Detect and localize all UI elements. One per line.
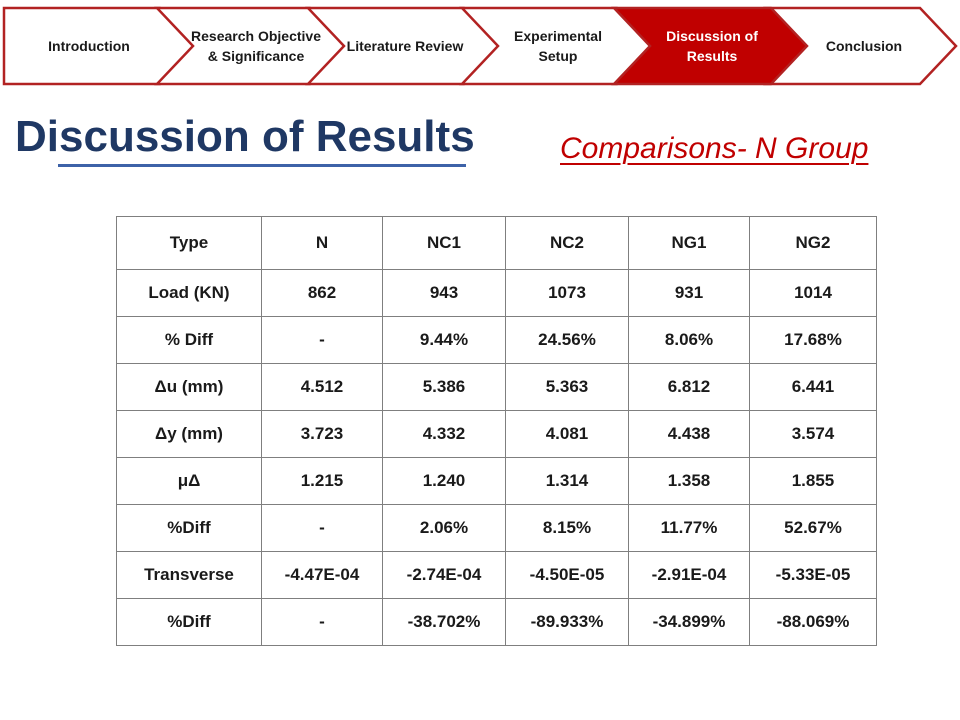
table-header-cell: NG2 — [749, 216, 877, 270]
nav-step-shape-discussion[interactable] — [611, 6, 809, 86]
table-cell: 4.438 — [628, 410, 750, 458]
table-cell: -34.899% — [628, 598, 750, 646]
table-cell: 943 — [382, 269, 506, 317]
table-cell: -38.702% — [382, 598, 506, 646]
table-row: %Diff - 2.06% 8.15% 11.77% 52.67% — [116, 504, 877, 552]
row-label: %Diff — [116, 598, 262, 646]
table-cell: 6.812 — [628, 363, 750, 411]
progress-nav: Introduction Research Objective & Signif… — [0, 0, 960, 90]
table-cell: 3.574 — [749, 410, 877, 458]
table-cell: 862 — [261, 269, 383, 317]
table-cell: 24.56% — [505, 316, 629, 364]
table-header-cell: N — [261, 216, 383, 270]
table-cell: 1.855 — [749, 457, 877, 505]
table-cell: - — [261, 598, 383, 646]
row-label: Load (KN) — [116, 269, 262, 317]
table-cell: -89.933% — [505, 598, 629, 646]
table-header-cell: NC1 — [382, 216, 506, 270]
table-cell: 1073 — [505, 269, 629, 317]
table-cell: 6.441 — [749, 363, 877, 411]
table-row: Load (KN) 862 943 1073 931 1014 — [116, 269, 877, 317]
table-cell: 1.314 — [505, 457, 629, 505]
table-header-cell: NG1 — [628, 216, 750, 270]
nav-step-literature-review[interactable]: Literature Review — [346, 38, 464, 54]
table-cell: 1.215 — [261, 457, 383, 505]
nav-step-experimental-setup[interactable]: Experimental Setup — [514, 28, 602, 64]
table-cell: 4.512 — [261, 363, 383, 411]
row-label: % Diff — [116, 316, 262, 364]
table-cell: 3.723 — [261, 410, 383, 458]
table-cell: 9.44% — [382, 316, 506, 364]
table-cell: 5.386 — [382, 363, 506, 411]
row-label: %Diff — [116, 504, 262, 552]
page-title: Discussion of Results — [15, 112, 475, 161]
page-subtitle: Comparisons- N Group — [560, 132, 869, 165]
nav-step-introduction[interactable]: Introduction — [48, 38, 130, 54]
title-underline — [58, 164, 466, 167]
table-cell: 2.06% — [382, 504, 506, 552]
table-cell: - — [261, 504, 383, 552]
results-table: Type N NC1 NC2 NG1 NG2 Load (KN) 862 943… — [116, 216, 877, 646]
table-cell: 4.332 — [382, 410, 506, 458]
table-row: Transverse -4.47E-04 -2.74E-04 -4.50E-05… — [116, 551, 877, 599]
table-cell: -2.91E-04 — [628, 551, 750, 599]
table-cell: 11.77% — [628, 504, 750, 552]
table-cell: 1014 — [749, 269, 877, 317]
table-row: % Diff - 9.44% 24.56% 8.06% 17.68% — [116, 316, 877, 364]
table-row: Δu (mm) 4.512 5.386 5.363 6.812 6.441 — [116, 363, 877, 411]
table-cell: 1.358 — [628, 457, 750, 505]
table-cell: -2.74E-04 — [382, 551, 506, 599]
table-header-cell: NC2 — [505, 216, 629, 270]
table-cell: -4.50E-05 — [505, 551, 629, 599]
nav-step-research-objective[interactable]: Research Objective & Significance — [191, 28, 321, 64]
table-cell: 4.081 — [505, 410, 629, 458]
row-label: Δu (mm) — [116, 363, 262, 411]
table-row: Δy (mm) 3.723 4.332 4.081 4.438 3.574 — [116, 410, 877, 458]
table-cell: 52.67% — [749, 504, 877, 552]
nav-step-discussion-of-results[interactable]: Discussion of Results — [666, 28, 758, 64]
row-label: Δy (mm) — [116, 410, 262, 458]
table-row: μΔ 1.215 1.240 1.314 1.358 1.855 — [116, 457, 877, 505]
table-header-row: Type N NC1 NC2 NG1 NG2 — [116, 216, 877, 270]
table-cell: -5.33E-05 — [749, 551, 877, 599]
table-cell: 17.68% — [749, 316, 877, 364]
row-label: Transverse — [116, 551, 262, 599]
table-cell: -4.47E-04 — [261, 551, 383, 599]
progress-nav-shapes — [2, 6, 958, 86]
table-cell: 1.240 — [382, 457, 506, 505]
table-cell: - — [261, 316, 383, 364]
row-label: μΔ — [116, 457, 262, 505]
nav-step-conclusion[interactable]: Conclusion — [825, 38, 903, 54]
table-cell: 8.15% — [505, 504, 629, 552]
table-row: %Diff - -38.702% -89.933% -34.899% -88.0… — [116, 598, 877, 646]
table-cell: 8.06% — [628, 316, 750, 364]
table-cell: 5.363 — [505, 363, 629, 411]
table-cell: -88.069% — [749, 598, 877, 646]
table-cell: 931 — [628, 269, 750, 317]
table-header-cell: Type — [116, 216, 262, 270]
